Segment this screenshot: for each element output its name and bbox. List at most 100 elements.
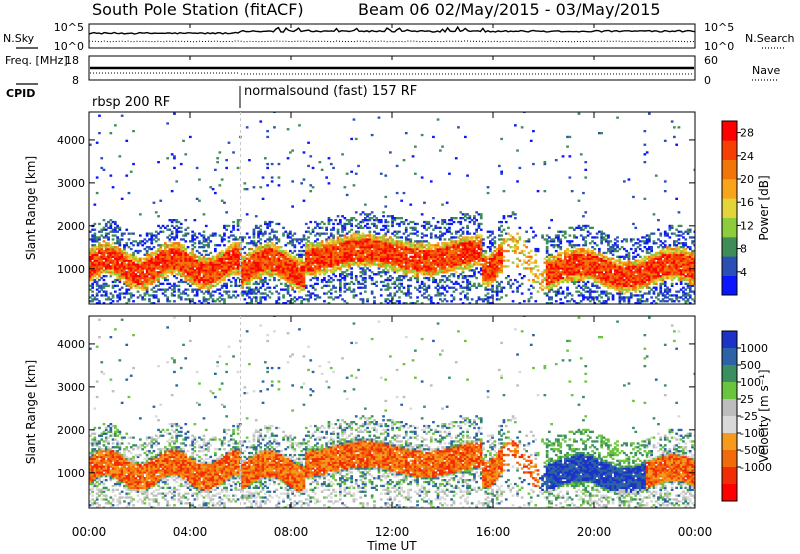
power-cell — [227, 259, 231, 262]
power-cell — [379, 246, 383, 249]
power-cell — [264, 271, 267, 274]
power-cell — [373, 219, 376, 222]
power-cell — [214, 234, 217, 237]
power-cell — [211, 261, 215, 264]
power-cell — [409, 232, 413, 235]
power-cell — [470, 219, 474, 222]
power-cell — [491, 253, 494, 256]
power-cell — [418, 249, 422, 253]
power-cell — [129, 232, 133, 235]
power-cell — [250, 247, 253, 251]
power-cell — [489, 265, 492, 268]
power-cell — [427, 267, 431, 270]
power-cell — [361, 220, 365, 224]
power-cell — [125, 284, 129, 287]
power-cell — [282, 288, 285, 291]
power-cell — [116, 259, 119, 262]
power-cell — [179, 255, 183, 258]
power-cell — [518, 302, 522, 304]
power-cell — [404, 255, 408, 258]
power-cell — [268, 240, 272, 243]
power-cell — [466, 255, 469, 258]
power-cell — [429, 255, 433, 258]
power-cell — [550, 255, 553, 258]
power-cell — [366, 259, 369, 262]
power-cell — [325, 240, 328, 243]
power-cell — [304, 230, 308, 233]
power-cell — [152, 267, 156, 270]
power-cell — [500, 230, 503, 233]
power-cell — [427, 222, 431, 226]
power-cell — [464, 249, 467, 253]
power-cell — [559, 275, 563, 278]
power-cell — [502, 217, 506, 220]
power-cell — [409, 244, 413, 247]
power-cell — [341, 244, 344, 247]
power-cell — [498, 269, 501, 272]
power-cell — [232, 265, 235, 268]
power-cell — [161, 251, 165, 255]
power-cell — [354, 232, 358, 235]
power-cell — [177, 290, 181, 293]
power-cell — [423, 276, 426, 280]
power-cell — [384, 271, 388, 274]
power-cell — [464, 240, 467, 243]
power-cell — [382, 224, 385, 228]
power-cell — [127, 246, 131, 249]
power-cell — [202, 296, 206, 299]
power-cell — [193, 263, 197, 266]
power-cell — [207, 253, 210, 256]
power-cell — [329, 269, 333, 272]
power-cell — [557, 282, 560, 285]
power-cell — [332, 267, 335, 270]
power-cell — [425, 269, 428, 272]
power-cell — [500, 137, 503, 141]
power-cell — [411, 244, 415, 247]
power-cell — [504, 238, 508, 241]
power-cell — [298, 271, 301, 274]
power-cell — [173, 246, 176, 249]
power-cell — [300, 269, 303, 272]
power-cell — [227, 141, 231, 144]
power-cell — [364, 263, 367, 266]
power-cell — [348, 286, 351, 289]
power-cell — [411, 275, 415, 278]
power-cell — [118, 247, 122, 251]
power-cell — [298, 261, 301, 264]
power-cell — [152, 201, 156, 204]
power-cell — [159, 253, 163, 256]
power-cell — [539, 273, 542, 276]
power-cell — [118, 253, 122, 256]
power-cell — [477, 255, 481, 258]
power-cell — [409, 226, 413, 229]
power-cell — [377, 244, 381, 247]
power-cell — [100, 257, 104, 260]
power-cell — [120, 273, 124, 276]
power-cell — [468, 247, 472, 251]
power-cell — [427, 242, 431, 245]
power-cell — [484, 267, 488, 270]
power-cell — [252, 232, 256, 235]
power-cell — [300, 275, 303, 278]
power-cell — [293, 246, 297, 249]
power-cell — [379, 263, 383, 266]
power-cell — [561, 280, 565, 284]
power-cell — [352, 246, 356, 249]
power-cell — [200, 284, 204, 287]
power-cell — [170, 261, 174, 264]
power-cell — [489, 230, 492, 233]
power-cell — [520, 292, 524, 295]
power-cell — [314, 253, 317, 256]
power-cell — [98, 290, 101, 293]
power-cell — [352, 288, 356, 291]
power-cell — [170, 292, 174, 295]
power-cell — [220, 253, 224, 256]
power-cell — [184, 280, 188, 284]
power-cell — [200, 259, 204, 262]
power-cell — [484, 249, 488, 253]
power-cell — [389, 294, 392, 297]
power-cell — [268, 249, 272, 253]
power-cell — [529, 257, 533, 260]
power-cell — [311, 249, 315, 253]
power-cell — [545, 271, 549, 274]
